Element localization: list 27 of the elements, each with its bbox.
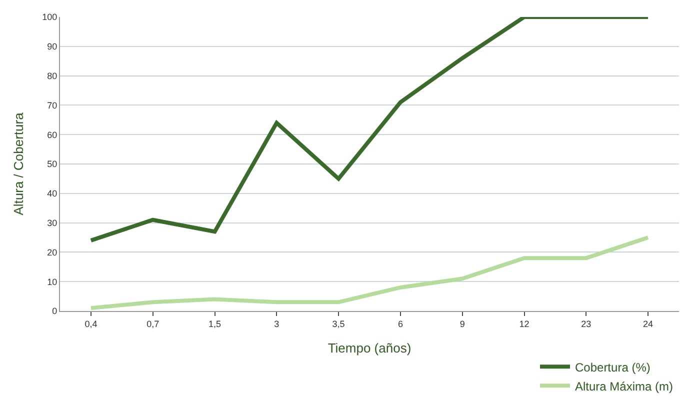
y-tick-label: 20 [47, 247, 58, 258]
legend-label: Altura Máxima (m) [575, 379, 674, 394]
y-tick-label: 30 [47, 218, 58, 228]
y-tick-label: 50 [47, 159, 58, 170]
y-axis-title: Altura / Cobertura [11, 112, 26, 216]
x-tick-label: 0,7 [146, 318, 160, 329]
x-tick-label: 0,4 [84, 318, 98, 329]
x-tick-label: 1,5 [208, 318, 222, 329]
x-tick-label: 12 [519, 318, 530, 329]
y-tick-label: 70 [47, 100, 58, 110]
y-tick-label: 80 [47, 70, 58, 81]
x-axis-title: Tiempo (años) [328, 340, 412, 356]
x-tick-label: 3,5 [332, 318, 345, 329]
legend-label: Cobertura (%) [575, 360, 650, 374]
x-tick-label: 6 [398, 318, 403, 329]
y-tick-label: 60 [47, 130, 58, 140]
y-tick-label: 40 [47, 188, 58, 199]
y-tick-label: 100 [42, 12, 58, 22]
y-tick-label: 10 [47, 276, 58, 287]
y-tick-label: 90 [47, 42, 58, 52]
x-tick-label: 9 [460, 318, 465, 329]
line-series [88, 17, 650, 242]
x-tick-label: 23 [581, 318, 592, 329]
x-tick-label: 24 [643, 318, 654, 329]
x-tick-label: 3 [274, 318, 280, 329]
line-series [88, 236, 650, 310]
y-tick-label: 0 [52, 306, 58, 316]
